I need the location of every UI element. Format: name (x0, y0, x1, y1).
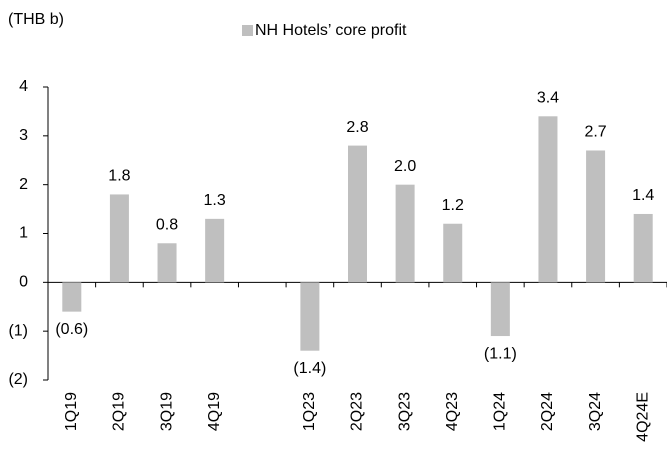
value-label: 3.4 (537, 90, 559, 107)
x-tick-label: 3Q19 (158, 392, 175, 431)
y-tick-label: (2) (8, 371, 28, 388)
bar (586, 150, 606, 283)
value-label: 1.3 (204, 192, 226, 209)
bar (443, 223, 463, 283)
x-tick-label: 1Q24 (492, 392, 509, 431)
x-tick-label: 3Q24 (587, 392, 604, 431)
value-label: (1.1) (484, 345, 517, 362)
x-tick-label: 1Q19 (63, 392, 80, 431)
value-label: 1.4 (632, 187, 654, 204)
bar (538, 116, 558, 283)
y-tick-label: 0 (19, 274, 28, 291)
y-tick-label: 2 (19, 176, 28, 193)
value-label: (0.6) (55, 321, 88, 338)
bar (157, 243, 177, 283)
x-tick-label: 2Q23 (349, 392, 366, 431)
value-label: 2.7 (584, 124, 606, 141)
bar (205, 218, 225, 283)
y-tick-label: 1 (19, 225, 28, 242)
bar (633, 213, 653, 283)
x-tick-label: 4Q23 (444, 392, 461, 431)
value-label: 1.2 (442, 197, 464, 214)
value-label: 2.0 (394, 158, 416, 175)
legend-label: NH Hotels’ core profit (255, 22, 407, 39)
y-tick-label: 3 (19, 127, 28, 144)
x-tick-label: 1Q23 (301, 392, 318, 431)
bar (395, 184, 415, 283)
x-tick-label: 4Q24E (634, 392, 651, 442)
x-tick-label: 2Q24 (539, 392, 556, 431)
y-tick-label: (1) (8, 322, 28, 339)
bar (109, 194, 129, 283)
y-tick-label: 4 (19, 78, 28, 95)
value-label: 0.8 (156, 216, 178, 233)
bar (490, 282, 510, 337)
bar (300, 282, 320, 351)
bar (348, 145, 367, 283)
value-label: (1.4) (293, 360, 326, 377)
value-label: 1.8 (108, 168, 130, 185)
x-tick-label: 4Q19 (206, 392, 223, 431)
legend-swatch (242, 25, 253, 36)
x-tick-label: 3Q23 (396, 392, 413, 431)
bar (62, 282, 82, 312)
x-tick-label: 2Q19 (111, 392, 128, 431)
y-unit-label: (THB b) (8, 11, 64, 28)
value-label: 2.8 (346, 119, 368, 136)
